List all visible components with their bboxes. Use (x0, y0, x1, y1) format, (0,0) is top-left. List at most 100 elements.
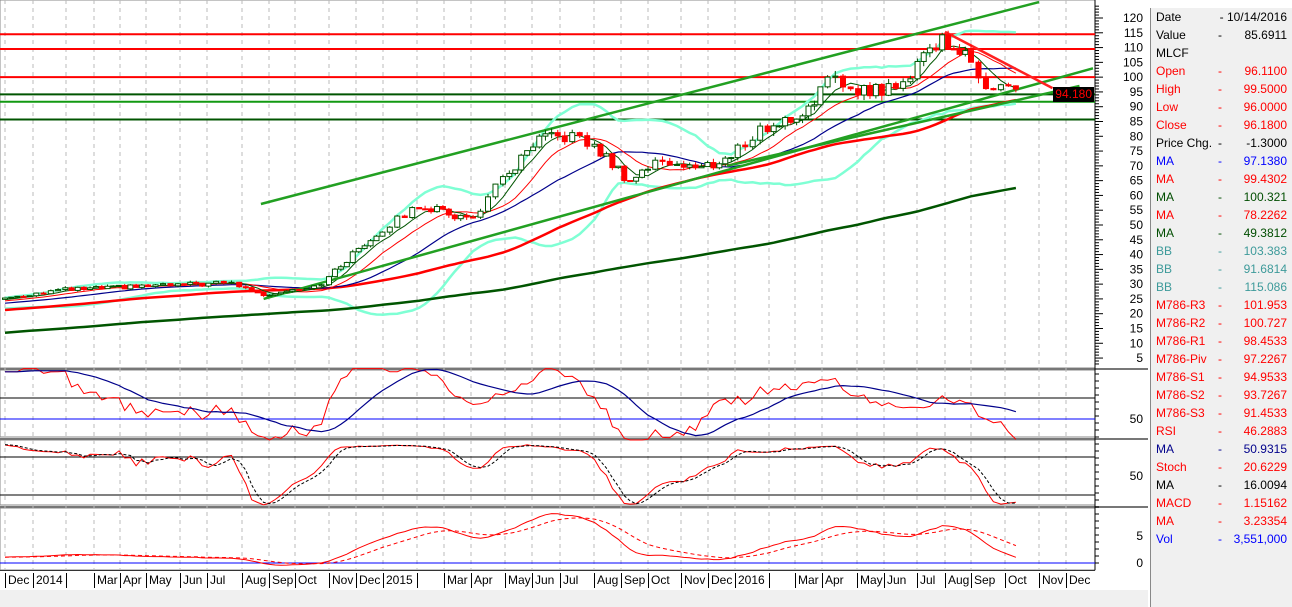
candle (167, 283, 174, 287)
data-row: BB - 91.6814 (1151, 260, 1292, 278)
trendline (726, 84, 1080, 168)
candle (193, 281, 200, 284)
price-chart[interactable]: 5101520253035404550556065707580859095100… (0, 0, 1148, 590)
candle (861, 84, 868, 96)
x-tick-label: Jun (532, 573, 554, 588)
y-tick-label: 5 (1136, 351, 1143, 365)
separator: - (1218, 136, 1222, 150)
candle (367, 240, 374, 247)
data-row: M786-Piv - 97.2267 (1151, 350, 1292, 368)
y-tick-label: 45 (1130, 233, 1144, 247)
data-row: MA - 50.9315 (1151, 440, 1292, 458)
candle (133, 284, 140, 288)
x-tick-label: Jun (180, 573, 202, 588)
data-row-value: -1.3000 (1246, 136, 1287, 150)
separator: - (1218, 280, 1222, 294)
candle (639, 169, 646, 178)
data-row-label: MA (1156, 190, 1174, 204)
candle (98, 286, 105, 290)
separator: - (1218, 298, 1222, 312)
data-row-value: 96.0000 (1243, 100, 1287, 114)
candle (627, 180, 634, 183)
candle (68, 287, 75, 291)
candle (187, 281, 194, 285)
candle (47, 290, 54, 295)
data-row-label: Low (1156, 100, 1179, 114)
data-row-label: M786-S3 (1156, 406, 1205, 420)
ma-medium-line (4, 98, 1017, 312)
candle (104, 285, 111, 290)
candle (485, 196, 491, 212)
candle (445, 208, 452, 216)
candle (674, 163, 681, 166)
candle (615, 165, 622, 169)
separator: - (1218, 154, 1222, 168)
x-tick-label: Apr (471, 573, 493, 588)
candle (518, 154, 525, 171)
data-row-label: M786-R1 (1156, 334, 1206, 348)
candle (926, 47, 933, 54)
data-row: MA - 16.0094 (1151, 476, 1292, 494)
data-row-label: MA (1156, 208, 1174, 222)
y-tick-label: 55 (1130, 203, 1144, 217)
candle (982, 77, 989, 90)
separator: - (1218, 64, 1222, 78)
candle (698, 166, 705, 169)
data-row: MA - 97.1380 (1151, 152, 1292, 170)
data-row-label: MA (1156, 514, 1174, 528)
data-row-value: 3.23354 (1243, 514, 1287, 528)
candle (205, 282, 212, 287)
data-row-value: 93.7267 (1243, 388, 1287, 402)
separator: - (1218, 100, 1222, 114)
candle (975, 61, 982, 79)
data-row-label: MACD (1156, 496, 1192, 510)
data-row-value: 49.3812 (1243, 226, 1287, 240)
data-row-label: MA (1156, 172, 1174, 186)
data-row-label: MA (1156, 442, 1174, 456)
candle (878, 83, 885, 96)
data-row-value: 96.1100 (1244, 64, 1288, 78)
y-tick-label: 100 (1123, 70, 1143, 84)
rsi-line (5, 368, 1017, 441)
candle (199, 282, 206, 287)
candle (742, 144, 749, 148)
candle (266, 294, 273, 297)
candle (907, 78, 914, 83)
data-row-label: Vol (1156, 532, 1173, 546)
candle (962, 50, 969, 55)
candle (260, 291, 267, 297)
candle (457, 214, 464, 220)
data-row-value: 94.9533 (1243, 370, 1287, 384)
data-row-label: Open (1156, 64, 1186, 78)
candle (74, 286, 81, 291)
separator: - (1218, 352, 1222, 366)
candle (428, 208, 435, 213)
x-tick-label: May (857, 573, 883, 588)
y-tick-label: 15 (1130, 321, 1144, 335)
candle (866, 84, 873, 97)
data-row-value: 91.4533 (1243, 406, 1287, 420)
data-row-label: BB (1156, 262, 1173, 276)
candle (840, 75, 846, 88)
y-tick-label: 40 (1130, 248, 1144, 262)
x-tick-label: Sep (269, 573, 293, 588)
candle (337, 266, 344, 270)
macd-pane (0, 507, 1096, 571)
x-tick-label: Dec (708, 573, 732, 588)
separator: - (1218, 388, 1222, 402)
x-tick-label: Dec (1066, 573, 1090, 588)
candle (561, 135, 568, 143)
data-row-label: High (1156, 82, 1181, 96)
candle (776, 125, 783, 128)
separator: - (1218, 244, 1222, 258)
separator: - (1218, 478, 1222, 492)
x-tick-label: Dec (5, 573, 29, 588)
stoch-d-line (4, 444, 1016, 505)
y-tick-label: 20 (1130, 307, 1144, 321)
data-row: MA - 78.2262 (1151, 206, 1292, 224)
data-row-value: 20.6229 (1243, 460, 1287, 474)
macd-line (4, 513, 1017, 566)
candle (554, 132, 561, 137)
trendline (260, 0, 1040, 206)
separator: - (1218, 226, 1222, 240)
